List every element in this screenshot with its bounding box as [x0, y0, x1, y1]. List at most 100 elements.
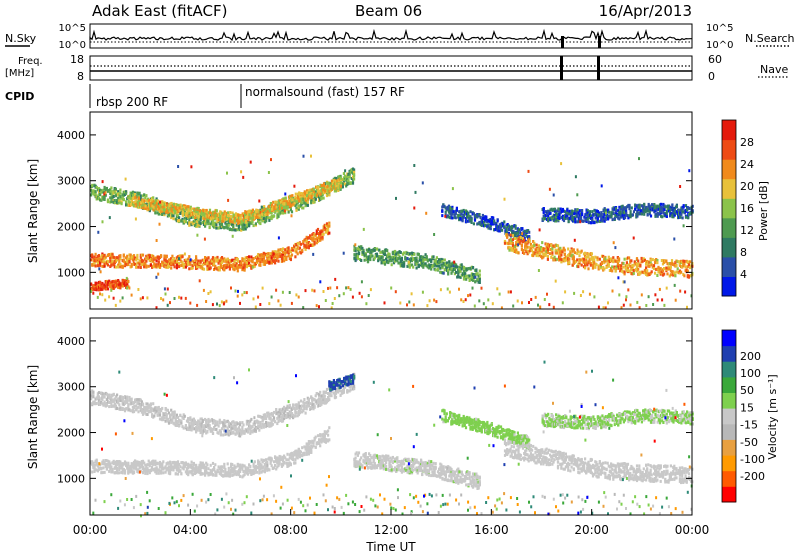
heatmap-cell — [199, 259, 202, 263]
heatmap-cell — [327, 182, 330, 185]
heatmap-cell — [533, 243, 536, 247]
heatmap-cell — [283, 259, 286, 263]
heatmap-cell — [354, 259, 357, 263]
heatmap-cell — [299, 196, 302, 200]
heatmap-cell — [170, 213, 173, 217]
heatmap-cell — [225, 222, 228, 226]
heatmap-cell — [410, 259, 414, 263]
heatmap-cell — [622, 303, 625, 307]
heatmap-cell — [523, 236, 526, 240]
heatmap-cell — [281, 250, 285, 254]
heatmap-cell — [152, 196, 155, 200]
heatmap-cell — [342, 292, 345, 296]
heatmap-cell — [140, 263, 143, 267]
heatmap-cell — [558, 210, 561, 214]
heatmap-cell — [284, 248, 287, 252]
nsky-tick-bottom: 10^0 — [59, 40, 86, 51]
heatmap-cell — [580, 249, 583, 253]
heatmap-cell — [99, 193, 102, 197]
heatmap-cell — [106, 253, 110, 257]
heatmap-cell — [195, 207, 198, 211]
heatmap-cell — [628, 256, 631, 260]
heatmap-cell — [109, 260, 112, 263]
heatmap-cell — [567, 247, 570, 251]
heatmap-cell — [572, 248, 575, 252]
heatmap-cell — [549, 243, 552, 247]
heatmap-cell — [525, 234, 528, 238]
heatmap-cell — [298, 246, 301, 250]
heatmap-cell — [467, 211, 470, 215]
heatmap-cell — [294, 192, 297, 196]
heatmap-cell — [471, 212, 474, 216]
heatmap-cell — [199, 217, 202, 221]
heatmap-cell — [678, 271, 681, 275]
heatmap-cell — [678, 262, 681, 266]
heatmap-cell — [127, 280, 130, 283]
heatmap-cell — [591, 218, 594, 222]
heatmap-cell — [643, 271, 646, 275]
heatmap-cell — [228, 214, 231, 218]
heatmap-cell — [268, 256, 271, 260]
heatmap-cell — [547, 217, 550, 221]
heatmap-cell — [163, 209, 166, 213]
heatmap-cell — [362, 248, 365, 252]
heatmap-cell — [289, 200, 292, 203]
heatmap-cell — [576, 258, 579, 262]
heatmap-cell — [233, 216, 236, 220]
heatmap-cell — [208, 264, 211, 268]
heatmap-cell — [296, 194, 300, 198]
heatmap-cell — [109, 281, 112, 285]
heatmap-cell — [564, 210, 567, 214]
heatmap-cell — [611, 218, 614, 222]
heatmap-cell — [218, 259, 221, 263]
heatmap-cell — [629, 303, 632, 307]
heatmap-cell — [506, 235, 509, 239]
heatmap-cell — [171, 260, 174, 264]
heatmap-cell — [206, 261, 209, 265]
heatmap-cell — [289, 256, 292, 260]
heatmap-cell — [160, 255, 163, 258]
heatmap-cell — [675, 210, 678, 214]
heatmap-cell — [596, 256, 599, 260]
heatmap-cell — [640, 204, 643, 208]
heatmap-cell — [242, 216, 245, 220]
heatmap-cell — [690, 273, 693, 277]
heatmap-cell — [454, 210, 457, 214]
heatmap-cell — [217, 216, 220, 219]
heatmap-cell — [257, 256, 260, 260]
heatmap-cell — [188, 218, 191, 222]
heatmap-cell — [297, 207, 300, 211]
heatmap-cell — [663, 208, 666, 211]
heatmap-cell — [305, 240, 308, 244]
freq-gap-2 — [597, 56, 600, 80]
heatmap-cell — [594, 265, 597, 268]
heatmap-cell — [290, 246, 294, 250]
heatmap-cell — [567, 261, 570, 265]
heatmap-cell — [234, 289, 237, 293]
heatmap-cell — [146, 256, 149, 260]
heatmap-cell — [312, 187, 315, 191]
heatmap-cell — [593, 295, 596, 299]
heatmap-cell — [315, 229, 318, 233]
heatmap-cell — [659, 272, 662, 276]
heatmap-cell — [157, 201, 160, 205]
heatmap-cell — [319, 238, 322, 242]
heatmap-cell — [155, 205, 158, 209]
heatmap-cell — [561, 250, 564, 254]
heatmap-cell — [646, 273, 649, 277]
heatmap-cell — [597, 267, 600, 271]
heatmap-cell — [190, 212, 193, 216]
heatmap-cell — [597, 213, 601, 217]
heatmap-cell — [244, 227, 247, 231]
heatmap-cell — [648, 212, 651, 216]
heatmap-cell — [467, 215, 470, 219]
heatmap-cell — [204, 224, 207, 228]
heatmap-cell — [603, 267, 606, 271]
heatmap-cell — [170, 262, 173, 266]
heatmap-cell — [329, 182, 332, 186]
heatmap-cell — [311, 233, 314, 237]
heatmap-cell — [173, 265, 176, 269]
heatmap-cell — [528, 239, 531, 243]
heatmap-cell — [147, 264, 150, 268]
heatmap-cell — [527, 240, 530, 244]
